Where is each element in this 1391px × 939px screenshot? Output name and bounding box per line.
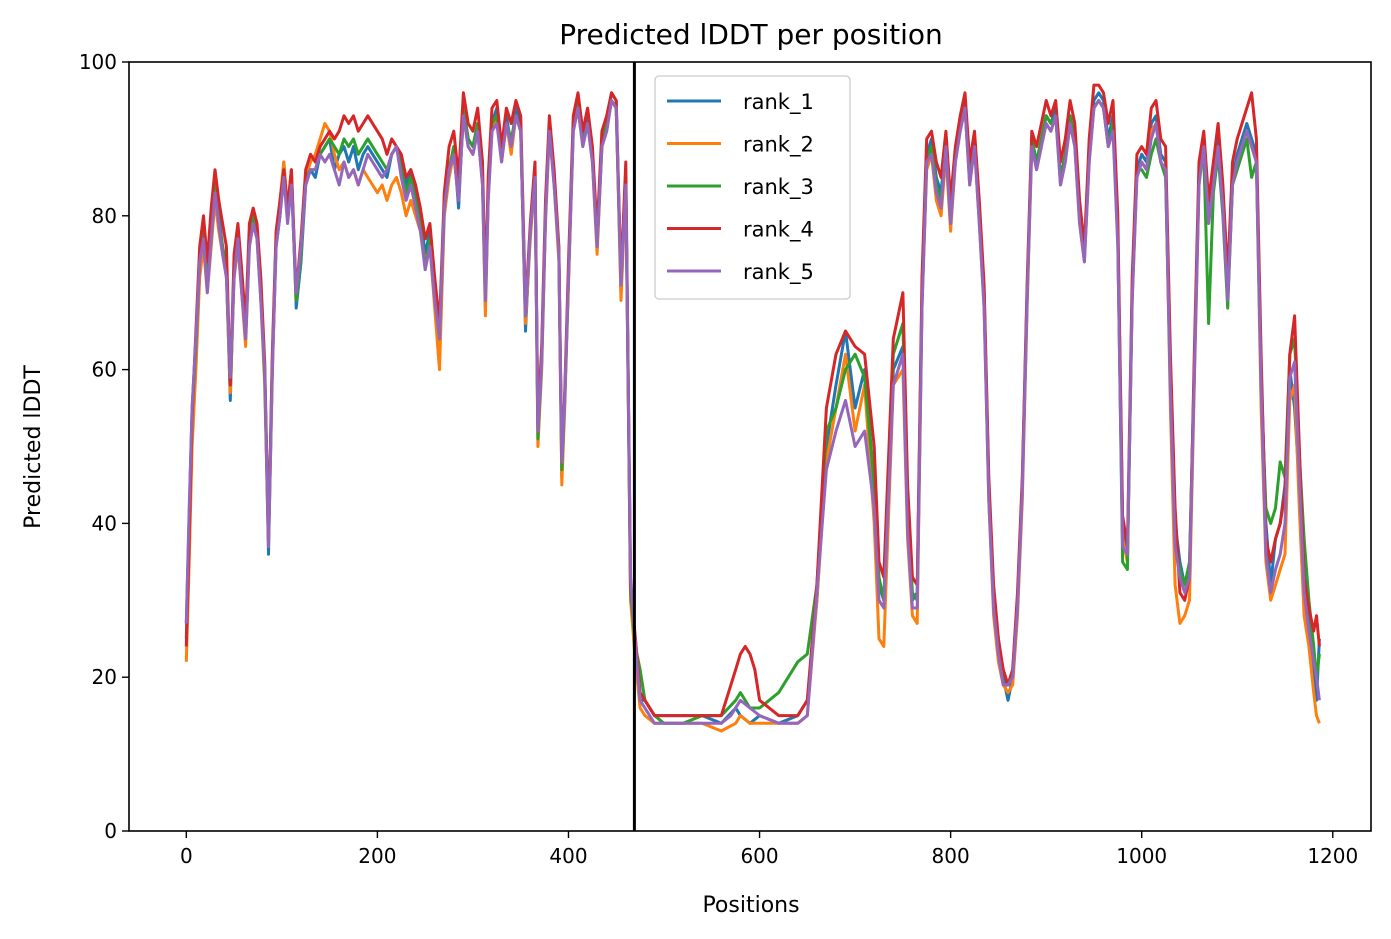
x-tick-label: 0: [180, 844, 193, 868]
legend-label-rank-1: rank_1: [743, 90, 814, 115]
legend-label-rank-3: rank_3: [743, 175, 814, 200]
x-tick-label: 200: [358, 844, 396, 868]
y-tick-label: 40: [92, 511, 117, 535]
x-tick-label: 1200: [1307, 844, 1358, 868]
x-tick-label: 800: [932, 844, 970, 868]
y-tick-label: 0: [104, 819, 117, 843]
y-tick-label: 100: [79, 50, 117, 74]
legend-label-rank-2: rank_2: [743, 133, 814, 158]
legend-label-rank-5: rank_5: [743, 260, 814, 285]
series-line-rank-4: [184, 83, 1321, 718]
x-axis-ticks: 0 200 400 600 800 1000 1200: [180, 831, 1358, 868]
legend-label-rank-4: rank_4: [743, 218, 814, 243]
y-tick-label: 20: [92, 665, 117, 689]
y-axis-ticks: 0 20 40 60 80 100: [79, 50, 129, 843]
legend-box: [654, 75, 851, 300]
chart-title: Predicted lDDT per position: [559, 18, 943, 51]
series-line-rank-5: [184, 99, 1321, 725]
legend: rank_1 rank_2 rank_3 rank_4 rank_5: [654, 75, 851, 300]
y-tick-label: 60: [92, 358, 117, 382]
x-tick-label: 400: [549, 844, 587, 868]
x-axis-label: Positions: [702, 893, 799, 918]
x-tick-label: 1000: [1116, 844, 1167, 868]
y-axis-label: Predicted lDDT: [21, 365, 46, 529]
x-tick-label: 600: [740, 844, 778, 868]
plot-frame: [128, 61, 1372, 832]
y-tick-label: 80: [92, 204, 117, 228]
series-lines: [184, 83, 1321, 733]
